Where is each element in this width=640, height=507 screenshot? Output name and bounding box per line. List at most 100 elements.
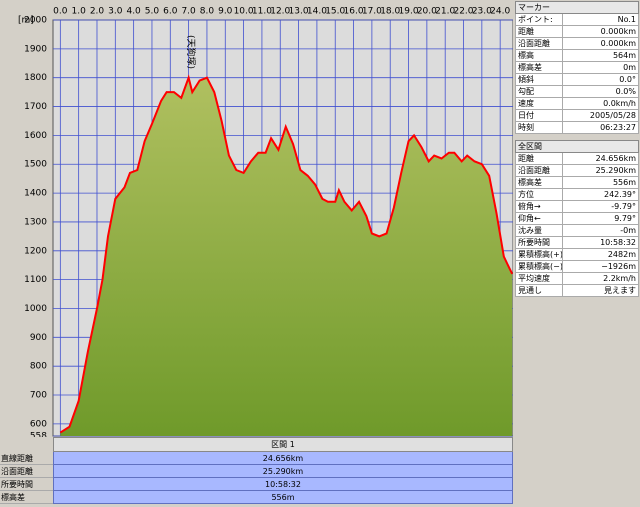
total-panel: 全区間 距離 24.656km 沿面距離 25.290km 標高差 556m 方位 242.39… [515,140,639,297]
row-label: 日付 [516,110,563,121]
row-value: 556m [612,178,636,187]
x-tick-label: 17.0 [362,7,382,17]
row-value: 25.290km [595,166,636,175]
row-value: 見えます [604,286,636,295]
section-header: 区間 1 [53,437,513,452]
row-value: No.1 [617,15,636,24]
x-tick-label: 2.0 [90,7,105,17]
panel-row: 日付 2005/05/28 [515,110,639,122]
row-label: 平均速度 [516,273,563,284]
row-value: 10:58:32 [53,478,513,491]
panel-row: 沿面距離 25.290km [515,165,639,177]
x-tick-label: 0.0 [53,7,68,17]
panel-row: ポイント: No.1 [515,14,639,26]
row-value: 242.39° [604,190,636,199]
panel-row: 標高差 556m [515,177,639,189]
row-label: 距離 [516,26,563,37]
x-tick-label: 23.0 [472,7,492,17]
row-label: 方位 [516,189,563,200]
annotation: (天狗塚) [185,35,197,69]
row-value: −1926m [601,262,636,271]
x-tick-label: 7.0 [181,7,196,17]
y-tick-label: 600 [30,419,47,429]
panel-title: 全区間 [515,140,639,153]
x-tick-label: 15.0 [325,7,345,17]
row-label: 所要時間 [0,478,53,491]
x-tick-label: 18.0 [380,7,400,17]
x-tick-label: 20.0 [417,7,437,17]
y-tick-label: 1300 [24,217,47,227]
panel-row: 俯角→ -9.79° [515,201,639,213]
row-value: -9.79° [611,202,636,211]
row-value: 9.79° [614,214,636,223]
panel-title: マーカー [515,1,639,14]
row-label: 沿面距離 [516,38,563,49]
row-value: 24.656km [595,154,636,163]
row-label: ポイント: [516,14,563,25]
row-label: 仰角← [516,213,563,224]
y-tick-label: 2000 [24,16,47,26]
y-unit: [m] [18,16,34,26]
row-label: 傾斜 [516,74,563,85]
y-tick-label: 1400 [24,189,47,199]
section-row: 所要時間 10:58:32 [0,478,513,491]
x-tick-label: 6.0 [163,7,178,17]
row-value: 0m [623,63,636,72]
row-value: 0.000km [600,39,636,48]
y-tick-label: 1700 [24,102,47,112]
row-value: 06:23:27 [600,123,636,132]
x-tick-label: 3.0 [108,7,123,17]
row-label: 俯角→ [516,201,563,212]
row-value: 0.0km/h [603,99,636,108]
panel-row: 傾斜 0.0° [515,74,639,86]
row-label: 直線距離 [0,452,53,465]
row-value: -0m [620,226,636,235]
row-value: 0.0° [619,75,636,84]
row-value: 556m [53,491,513,504]
y-tick-label: 1800 [24,73,47,83]
x-tick-label: 11.0 [252,7,272,17]
panel-row: 速度 0.0km/h [515,98,639,110]
x-tick-label: 4.0 [126,7,141,17]
row-label: 累積標高(−) [518,261,563,272]
section-table: 区間 1 直線距離 24.656km 沿面距離 25.290km 所要時間 10:58:32… [0,437,513,504]
x-tick-label: 1.0 [71,7,86,17]
row-value: 2005/05/28 [589,111,636,120]
x-tick-label: 12.0 [270,7,290,17]
panel-row: 累積標高(+) 2482m [515,249,639,261]
y-tick-label: 1000 [24,304,47,314]
panel-row: 方位 242.39° [515,189,639,201]
panel-row: 見通し 見えます [515,285,639,297]
x-tick-label: 14.0 [307,7,327,17]
row-label: 沿面距離 [516,165,563,176]
panel-row: 勾配 0.0% [515,86,639,98]
x-tick-label: 21.0 [435,7,455,17]
x-tick-label: 19.0 [399,7,419,17]
chart: [m] 558 600 700 800 900 1000 1100 1200 1300 1400 1… [18,7,513,437]
row-label: 沿面距離 [0,465,53,478]
row-value: 25.290km [53,465,513,478]
panel-row: 距離 0.000km [515,26,639,38]
panel-row: 平均速度 2.2km/h [515,273,639,285]
row-label: 標高差 [516,177,563,188]
row-label: 標高差 [516,62,563,73]
row-label: 勾配 [516,86,563,97]
y-tick-label: 800 [30,362,47,372]
area [60,77,513,437]
y-tick-label: 700 [30,391,47,401]
x-tick-label: 5.0 [145,7,160,17]
row-label: 累積標高(+) [518,249,563,260]
row-value: 0.0% [615,87,636,96]
row-value: 24.656km [53,452,513,465]
row-value: 0.000km [600,27,636,36]
line [59,74,513,434]
row-label: 所要時間 [516,237,563,248]
panel-row: 標高差 0m [515,62,639,74]
x-tick-label: 9.0 [218,7,233,17]
section-row: 直線距離 24.656km [0,452,513,465]
x-tick-label: 22.0 [453,7,473,17]
panel-row: 距離 24.656km [515,153,639,165]
x-tick-label: 10.0 [234,7,254,17]
row-value: 564m [612,51,636,60]
y-tick-label: 1600 [24,131,47,141]
